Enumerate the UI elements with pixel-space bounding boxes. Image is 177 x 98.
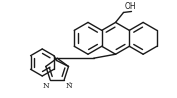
Text: N: N [42,82,49,90]
Text: OH: OH [124,2,136,11]
Text: ': ' [68,81,70,89]
Text: N: N [65,82,72,90]
